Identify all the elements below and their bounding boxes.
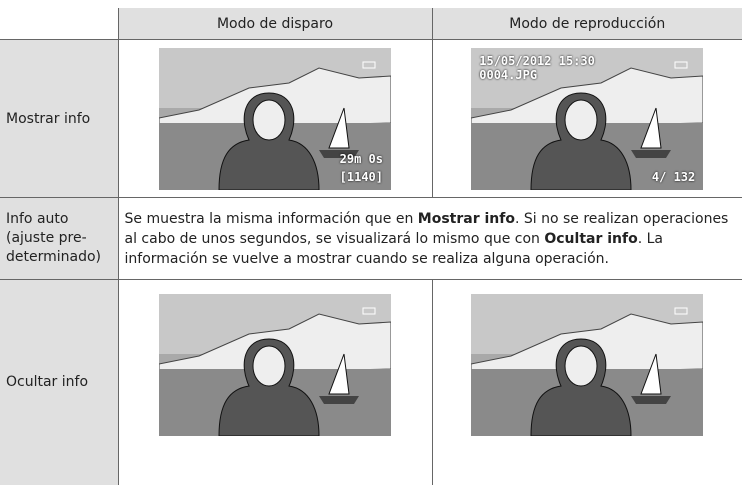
screen-image (471, 294, 703, 436)
screen-image: 15/05/2012 15:30 0004.JPG 4/ 132 (471, 48, 703, 190)
row-label: Mostrar info (0, 39, 118, 198)
screen-image: 29m 0s [1140] (159, 48, 391, 190)
overlay: 4/ 132 (651, 169, 696, 184)
text: . La información se vuelve a mostrar cua… (124, 230, 664, 267)
column-header: Modo de reproducción (431, 8, 742, 40)
row-label: Ocultar info (0, 279, 118, 485)
table: Modo de disparo Modo de reproducción Mos… (0, 8, 742, 485)
overlay: 0004.JPG (479, 67, 538, 82)
text: Ocultar info (544, 230, 638, 247)
description: Se muestra la misma información que en M… (119, 205, 742, 273)
text: Mostrar info (417, 210, 515, 227)
overlay: 15/05/2012 15:30 (479, 53, 595, 68)
column-header: Modo de disparo (117, 8, 432, 40)
overlay: 29m 0s (339, 151, 383, 166)
text: Se muestra la misma información que en (124, 210, 418, 227)
overlay: [1140] (339, 169, 383, 184)
row-label: Info auto (ajuste pre-determinado) (0, 197, 118, 280)
screen-image (159, 294, 391, 436)
text: . Si no se realizan operaciones al cabo … (124, 210, 729, 247)
